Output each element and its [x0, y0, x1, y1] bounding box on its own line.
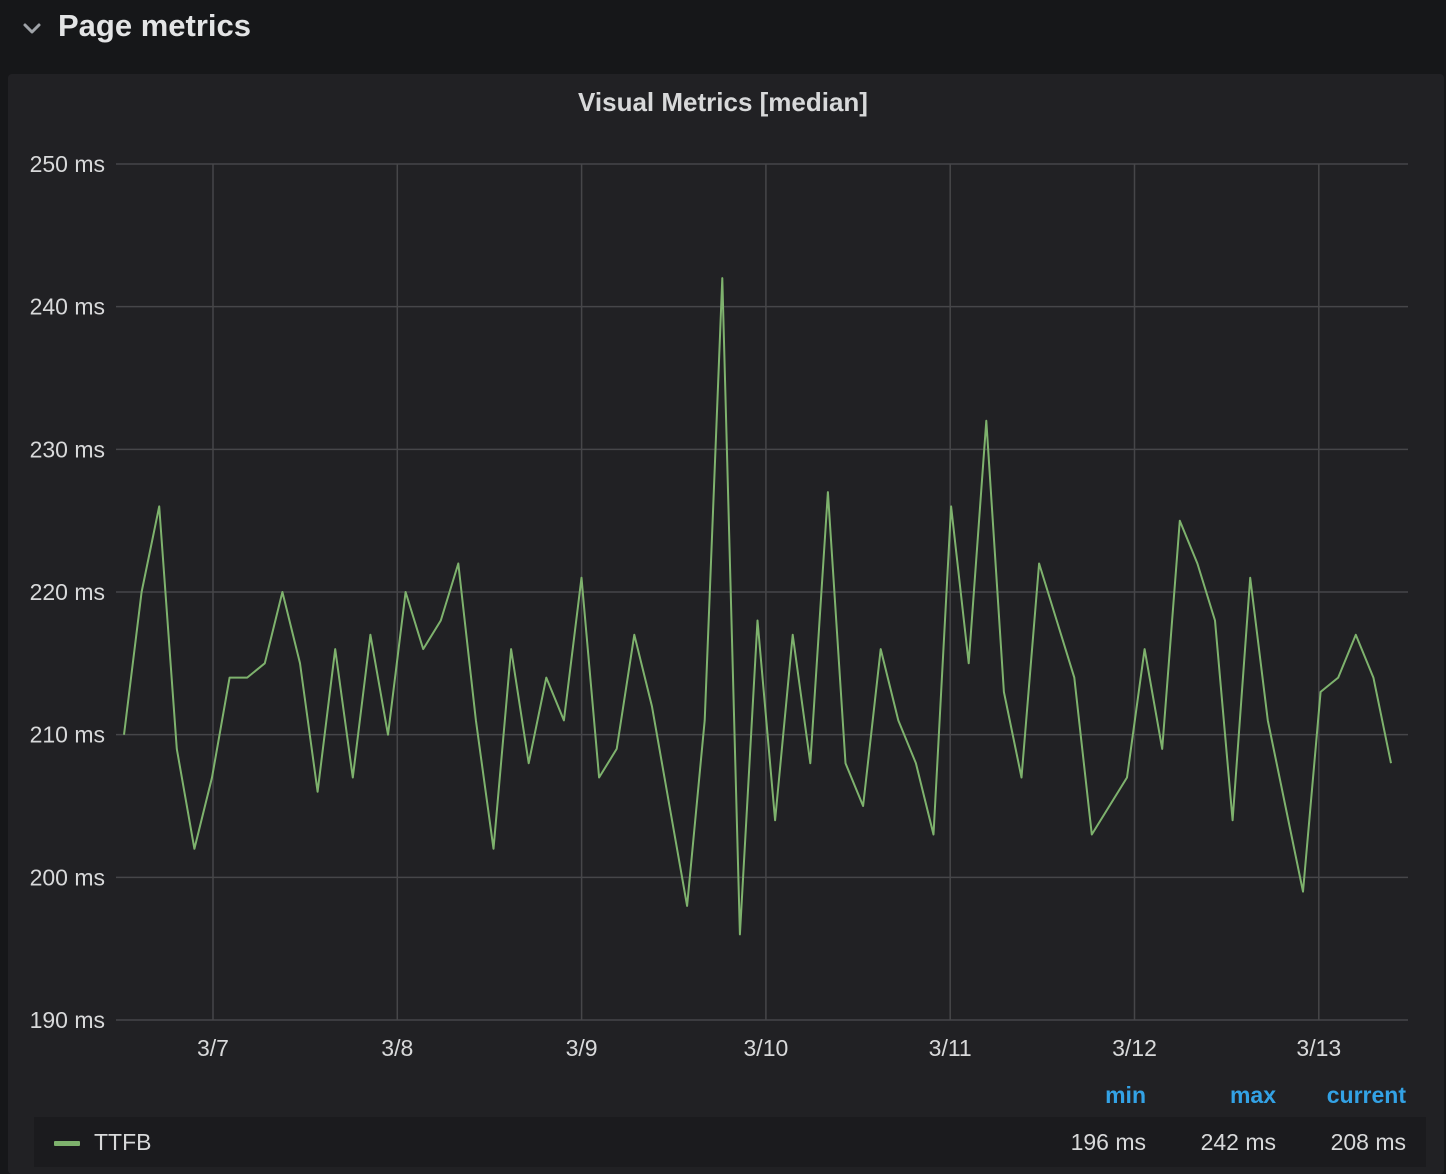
x-tick-label: 3/11	[929, 1035, 972, 1061]
row-title[interactable]: Page metrics	[58, 8, 251, 43]
x-tick-label: 3/10	[744, 1035, 789, 1061]
x-tick-label: 3/7	[197, 1035, 229, 1061]
y-tick-label: 190 ms	[30, 1007, 105, 1033]
x-tick-label: 3/8	[381, 1035, 413, 1061]
graph-panel	[8, 74, 1444, 1174]
legend-series-name[interactable]: TTFB	[94, 1129, 152, 1155]
chevron-down-icon[interactable]	[18, 14, 46, 42]
legend-min-value: 196 ms	[1070, 1129, 1146, 1155]
legend-current-value: 208 ms	[1330, 1129, 1406, 1155]
panel-title[interactable]: Visual Metrics [median]	[578, 87, 868, 117]
x-tick-label: 3/9	[566, 1035, 598, 1061]
x-tick-label: 3/12	[1112, 1035, 1157, 1061]
y-tick-label: 220 ms	[30, 579, 105, 605]
line-chart: 190 ms 200 ms 210 ms 220 ms 230 ms 240 ms 250 …	[30, 151, 1408, 1061]
y-tick-label: 210 ms	[30, 722, 105, 748]
series-line-ttfb	[123, 277, 1392, 936]
x-tick-label: 3/13	[1296, 1035, 1341, 1061]
y-tick-label: 230 ms	[30, 436, 105, 462]
legend-max-value: 242 ms	[1200, 1129, 1276, 1155]
legend-swatch[interactable]	[54, 1141, 80, 1146]
legend-header-max[interactable]: max	[1229, 1082, 1276, 1108]
y-tick-label: 240 ms	[30, 294, 105, 320]
legend-header-current[interactable]: current	[1326, 1082, 1406, 1108]
y-tick-label: 250 ms	[30, 151, 105, 177]
legend-row[interactable]: TTFB 196 ms 242 ms 208 ms	[34, 1117, 1426, 1167]
y-tick-label: 200 ms	[30, 864, 105, 890]
legend-header-min[interactable]: min	[1105, 1082, 1146, 1108]
row-header: Page metrics	[0, 0, 1446, 72]
